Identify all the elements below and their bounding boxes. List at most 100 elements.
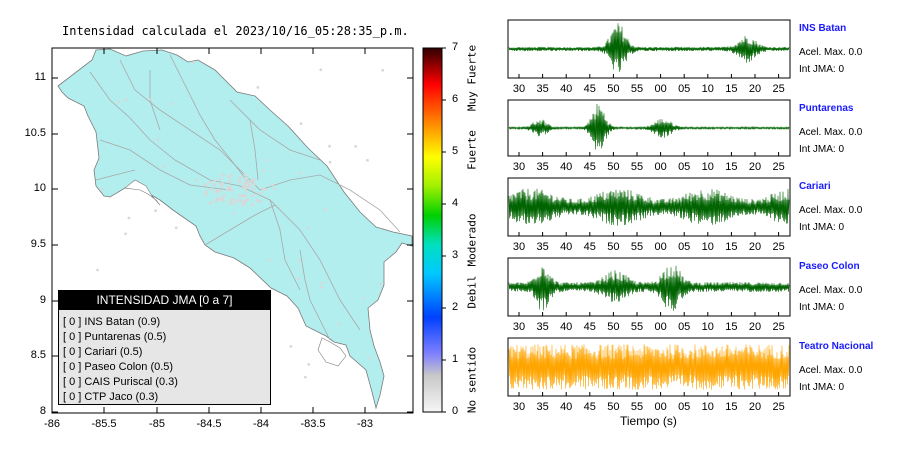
gulf-of-nicoya [124,179,161,206]
waveform-tick-label: 50 [607,161,620,173]
waveform-tick-label: 30 [512,83,526,95]
golfo-dulce [317,337,347,367]
waveform-tick-label: 20 [748,321,762,333]
station-name: Puntarenas [799,103,854,114]
waveform-tick-label: 20 [748,83,762,95]
waveform-tick-label: 15 [725,161,738,173]
waveform-tick-label: 55 [630,83,644,95]
map-y-tick-label: 10 [33,182,46,194]
station-jma: Int JMA: 0 [799,64,845,75]
waveform-tick-label: 35 [536,321,549,333]
waveform-tick-label: 40 [560,83,573,95]
legend-item: [ 0 ] Cariari (0.5) [63,346,143,358]
waveform-tick-label: 10 [701,83,714,95]
waveform-trace [508,23,790,72]
map-x-tick-label: -83 [357,418,373,430]
waveform-trace [508,265,790,311]
station-accel: Acel. Max. 0.0 [799,205,863,216]
colorbar-tick-label: 5 [452,145,459,157]
intensity-legend: INTENSIDAD JMA [0 a 7] [ 0 ] INS Batan (… [58,290,271,405]
waveform-tick-label: 40 [560,401,573,413]
waveform-tick-label: 25 [772,241,785,253]
waveform-tick-label: 50 [607,401,620,413]
legend-title: INTENSIDAD JMA [0 a 7] [59,291,270,310]
waveform-tick-label: 55 [630,161,644,173]
map-x-tick-label: -84.5 [196,418,222,430]
waveform-tick-label: 05 [678,241,691,253]
waveform-tick-label: 45 [583,161,596,173]
waveform-trace [508,344,790,390]
station-jma: Int JMA: 0 [799,382,845,393]
colorbar-tick-label: 0 [452,405,459,417]
waveform-tick-label: 55 [630,401,644,413]
legend-item: [ 0 ] Paseo Colon (0.5) [63,361,174,373]
waveform-tick-label: 05 [678,161,691,173]
map-y-tick-label: 10.5 [24,127,46,139]
map-frame [51,47,414,414]
station-accel: Acel. Max. 0.0 [799,285,863,296]
waveform-tick-label: 15 [725,241,738,253]
waveform-tick-label: 05 [678,83,691,95]
waveform-tick-label: 25 [772,401,785,413]
waveform-tick-label: 55 [630,241,644,253]
station-jma: Int JMA: 0 [799,144,845,155]
waveform-tick-label: 40 [560,241,573,253]
map-axis-ticks [51,48,413,413]
waveform-tick-label: 00 [654,401,667,413]
waveform-tick-label: 00 [654,161,667,173]
waveform-tick-label: 15 [725,321,738,333]
waveform-tick-label: 40 [560,161,573,173]
colorbar-tick-label: 1 [452,353,459,365]
waveform-tick-label: 45 [583,401,596,413]
station-name: Paseo Colon [799,261,860,272]
waveform-tick-label: 35 [536,241,549,253]
map-y-tick-label: 8 [39,405,46,417]
map-x-tick-label: -83.5 [300,418,326,430]
colorbar-tick-label: 6 [452,93,459,105]
waveform-tick-label: 05 [678,321,691,333]
waveform-tick-label: 30 [512,401,526,413]
waveform-trace [508,103,790,150]
map-title: Intensidad calculada el 2023/10/16_05:28… [62,24,409,38]
station-name: Teatro Nacional [799,341,874,352]
waveform-tick-label: 25 [772,321,785,333]
waveform-tick-label: 35 [536,83,549,95]
waveform-tick-label: 55 [630,321,644,333]
legend-item: [ 0 ] Puntarenas (0.5) [63,331,167,343]
station-jma: Int JMA: 0 [799,302,845,313]
waveform-tick-label: 50 [607,321,620,333]
map-y-tick-label: 9.5 [30,238,46,250]
waveform-tick-label: 40 [560,321,573,333]
legend-item: [ 0 ] INS Batan (0.9) [63,316,161,328]
map-x-tick-label: -85.5 [91,418,117,430]
station-accel: Acel. Max. 0.0 [799,127,863,138]
colorbar-gradient [422,47,443,413]
station-name: INS Batan [799,23,847,34]
waveform-tick-label: 20 [748,401,762,413]
map-y-tick-label: 9 [39,294,46,306]
waveform-tick-label: 30 [512,321,526,333]
waveform-tick-label: 30 [512,241,526,253]
waveform-tick-label: 05 [678,401,691,413]
station-accel: Acel. Max. 0.0 [799,47,863,58]
waveform-tick-label: 10 [701,401,714,413]
waveform-tick-label: 10 [701,161,714,173]
colorbar-tick-label: 2 [452,301,459,313]
waveform-tick-label: 10 [701,241,714,253]
waveform-tick-label: 00 [654,321,667,333]
waveform-tick-label: 10 [701,321,714,333]
waveform-tick-label: 25 [772,83,785,95]
map-x-tick-label: -85 [149,418,165,430]
station-accel: Acel. Max. 0.0 [799,365,863,376]
waveform-tick-label: 15 [725,83,738,95]
waveform-tick-label: 45 [583,241,596,253]
map-y-tick-label: 11 [34,71,46,83]
waveform-tick-label: 45 [583,83,596,95]
colorbar-tick-label: 7 [452,41,459,53]
map-x-tick-label: -86 [44,418,60,430]
station-name: Cariari [799,181,831,192]
colorbar-tick-label: 3 [452,249,459,261]
